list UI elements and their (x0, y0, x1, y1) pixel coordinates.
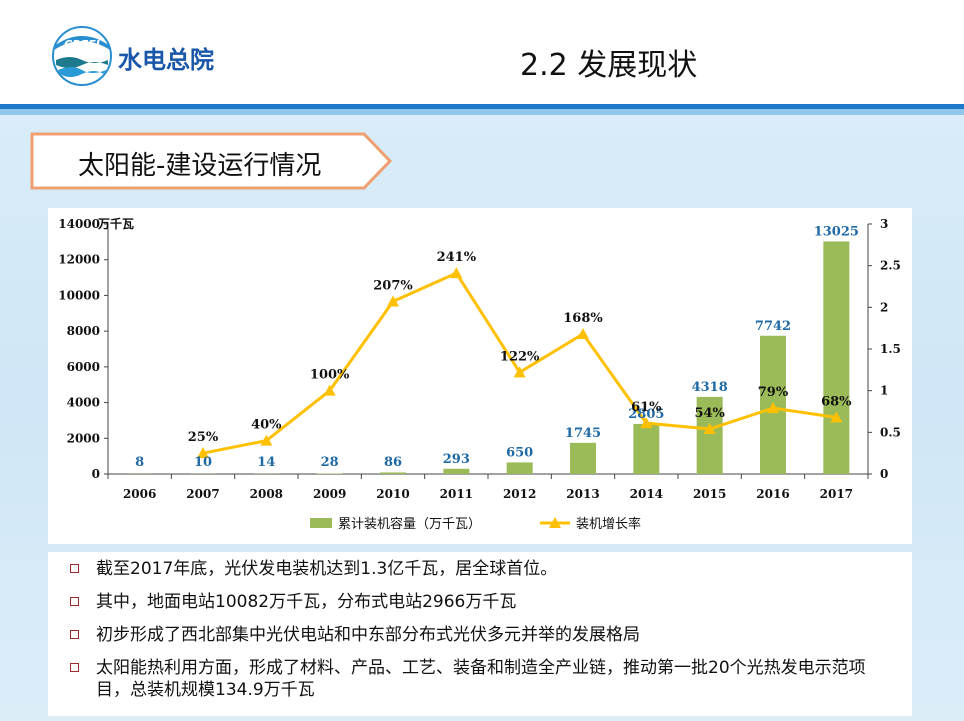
line-point (513, 366, 526, 378)
bar-data-label: 293 (443, 452, 470, 467)
x-tick-label: 2011 (440, 487, 473, 501)
bullet-square-icon (70, 663, 79, 672)
bar (570, 442, 596, 474)
line-point (260, 434, 273, 446)
line-data-label: 25% (188, 430, 219, 445)
line-data-label: 40% (251, 418, 282, 433)
line-point (767, 402, 779, 414)
section-banner (30, 132, 392, 190)
legend-line-label: 装机增长率 (576, 516, 641, 532)
bar-data-label: 14 (257, 455, 275, 470)
line-point (323, 384, 336, 396)
line-data-label: 122% (500, 349, 540, 364)
bar-data-label: 86 (384, 455, 402, 470)
x-tick-label: 2007 (186, 487, 219, 501)
line-data-label: 207% (373, 279, 413, 294)
y2-tick-label: 1 (880, 384, 888, 398)
x-tick-label: 2010 (376, 487, 409, 501)
y2-tick-label: 0 (880, 467, 888, 481)
line-data-label: 168% (563, 311, 603, 326)
bar (443, 468, 470, 474)
bar-data-label: 8 (135, 455, 144, 470)
legend-bar-swatch (310, 518, 332, 528)
y-axis-unit: 万千瓦 (97, 216, 134, 231)
y-tick-label: 0 (92, 467, 100, 481)
bar (506, 462, 533, 474)
x-tick-label: 2008 (250, 487, 283, 501)
line-point (577, 328, 589, 339)
header (0, 0, 964, 104)
bar-data-label: 7742 (755, 319, 791, 334)
bullet-item: 截至2017年底，光伏发电装机达到1.3亿千瓦，居全球首位。 (70, 558, 886, 580)
x-tick-label: 2017 (820, 487, 853, 501)
x-tick-label: 2012 (503, 487, 536, 501)
x-tick-label: 2006 (123, 487, 156, 501)
x-tick-label: 2014 (630, 487, 663, 501)
bar-data-label: 4318 (692, 380, 728, 395)
y-tick-label: 14000 (58, 217, 100, 231)
bar-data-label: 650 (506, 445, 533, 460)
bar (316, 473, 343, 474)
creei-logo: CREEI (52, 26, 112, 86)
x-tick-label: 2013 (566, 487, 599, 501)
y-tick-label: 8000 (67, 324, 100, 338)
line-data-label: 79% (758, 385, 789, 400)
bar-data-label: 13025 (814, 224, 859, 239)
bullet-square-icon (70, 564, 79, 573)
y-tick-label: 6000 (67, 360, 100, 374)
y-tick-label: 12000 (58, 253, 100, 267)
y2-tick-label: 2.5 (880, 259, 901, 273)
line-data-label: 54% (694, 406, 725, 421)
bar-data-label: 10 (194, 455, 212, 470)
y-tick-label: 4000 (67, 396, 100, 410)
line-point (450, 267, 463, 279)
line-point (703, 423, 716, 434)
legend-line-marker (549, 517, 561, 528)
line-data-label: 68% (821, 394, 852, 409)
org-name: 水电总院 (118, 46, 214, 74)
bullet-list: 截至2017年底，光伏发电装机达到1.3亿千瓦，居全球首位。 其中，地面电站10… (48, 552, 912, 716)
line-data-label: 100% (310, 368, 350, 383)
bar-data-label: 2805 (628, 407, 664, 422)
bullet-item: 其中，地面电站10082万千瓦，分布式电站2966万千瓦 (70, 591, 886, 613)
x-tick-label: 2016 (756, 487, 789, 501)
x-tick-label: 2009 (313, 487, 346, 501)
line-point (197, 447, 209, 459)
line-point (830, 411, 843, 423)
bar (696, 396, 723, 474)
logo-text: CREEI (64, 38, 100, 51)
chart-card: 0 2000 4000 6000 8000 10000 12000 14000 万千瓦 0 0.5 1… (48, 208, 912, 544)
bar (380, 472, 406, 474)
bullet-text: 截至2017年底，光伏发电装机达到1.3亿千瓦，居全球首位。 (96, 559, 558, 579)
x-tick-label: 2015 (693, 487, 726, 501)
line-data-label: 241% (437, 250, 477, 265)
line-point (640, 417, 653, 429)
line-data-label: 61% (631, 400, 662, 415)
bullet-text: 初步形成了西北部集中光伏电站和中东部分布式光伏多元并举的发展格局 (96, 625, 640, 645)
bar (823, 241, 850, 474)
bullet-square-icon (70, 597, 79, 606)
bar-data-label: 1745 (565, 426, 601, 441)
bar-data-label: 28 (321, 455, 339, 470)
legend-bar-label: 累计装机容量（万千瓦） (338, 516, 481, 532)
bullet-square-icon (70, 630, 79, 639)
header-divider-light (0, 109, 964, 115)
bullet-text: 其中，地面电站10082万千瓦，分布式电站2966万千瓦 (96, 592, 517, 612)
y-tick-label: 10000 (58, 288, 100, 302)
header-divider (0, 104, 964, 109)
y-tick-label: 2000 (67, 431, 100, 445)
y2-tick-label: 3 (880, 217, 888, 231)
bullet-text: 太阳能热利用方面，形成了材料、产品、工艺、装备和制造全产业链，推动第一批20个光… (96, 658, 866, 700)
bar (633, 423, 660, 474)
y2-tick-label: 2 (880, 300, 888, 314)
y2-tick-label: 1.5 (880, 342, 901, 356)
line-point (387, 295, 399, 307)
bullet-item: 初步形成了西北部集中光伏电站和中东部分布式光伏多元并举的发展格局 (70, 624, 886, 646)
y2-tick-label: 0.5 (880, 425, 901, 439)
section-title: 太阳能-建设运行情况 (78, 151, 322, 181)
slide-title: 2.2 发展现状 (520, 48, 698, 83)
bullet-item: 太阳能热利用方面，形成了材料、产品、工艺、装备和制造全产业链，推动第一批20个光… (70, 657, 886, 701)
